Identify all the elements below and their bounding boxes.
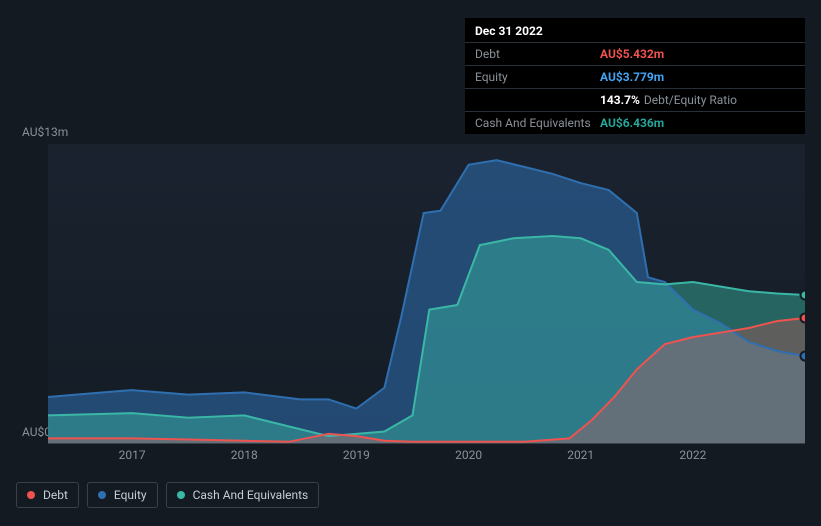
tooltip-label: Equity <box>475 70 600 84</box>
x-axis-label: 2022 <box>679 448 706 462</box>
tooltip-value: AU$5.432m <box>600 47 795 61</box>
legend-label: Cash And Equivalents <box>193 488 309 502</box>
x-axis: 2017 2018 2019 2020 2021 2022 <box>48 448 805 464</box>
tooltip-row: 143.7%Debt/Equity Ratio <box>465 89 805 112</box>
tooltip-value: AU$6.436m <box>600 116 795 130</box>
tooltip-row: DebtAU$5.432m <box>465 43 805 66</box>
y-axis-min-label: AU$0 <box>22 425 51 439</box>
tooltip-row: EquityAU$3.779m <box>465 66 805 89</box>
series-end-dot <box>801 314 806 323</box>
x-axis-label: 2017 <box>119 448 146 462</box>
data-tooltip: Dec 31 2022 DebtAU$5.432mEquityAU$3.779m… <box>465 18 805 134</box>
legend-dot-icon <box>27 491 35 499</box>
chart-legend: Debt Equity Cash And Equivalents <box>16 482 319 508</box>
series-end-dot <box>801 291 806 300</box>
tooltip-row: Cash And EquivalentsAU$6.436m <box>465 112 805 134</box>
x-axis-label: 2018 <box>231 448 258 462</box>
tooltip-label: Debt <box>475 47 600 61</box>
x-axis-label: 2019 <box>343 448 370 462</box>
legend-dot-icon <box>98 491 106 499</box>
legend-item[interactable]: Equity <box>87 482 158 508</box>
x-axis-label: 2021 <box>567 448 594 462</box>
tooltip-label: Cash And Equivalents <box>475 116 600 130</box>
tooltip-title: Dec 31 2022 <box>465 18 805 43</box>
legend-dot-icon <box>177 491 185 499</box>
tooltip-label <box>475 93 600 107</box>
tooltip-value: AU$3.779m <box>600 70 795 84</box>
legend-label: Debt <box>43 488 68 502</box>
x-axis-label: 2020 <box>455 448 482 462</box>
area-chart[interactable] <box>48 144 805 444</box>
tooltip-value: 143.7%Debt/Equity Ratio <box>600 93 795 107</box>
legend-item[interactable]: Cash And Equivalents <box>166 482 320 508</box>
series-end-dot <box>801 352 806 361</box>
legend-item[interactable]: Debt <box>16 482 79 508</box>
legend-label: Equity <box>114 488 147 502</box>
y-axis-max-label: AU$13m <box>22 125 68 139</box>
